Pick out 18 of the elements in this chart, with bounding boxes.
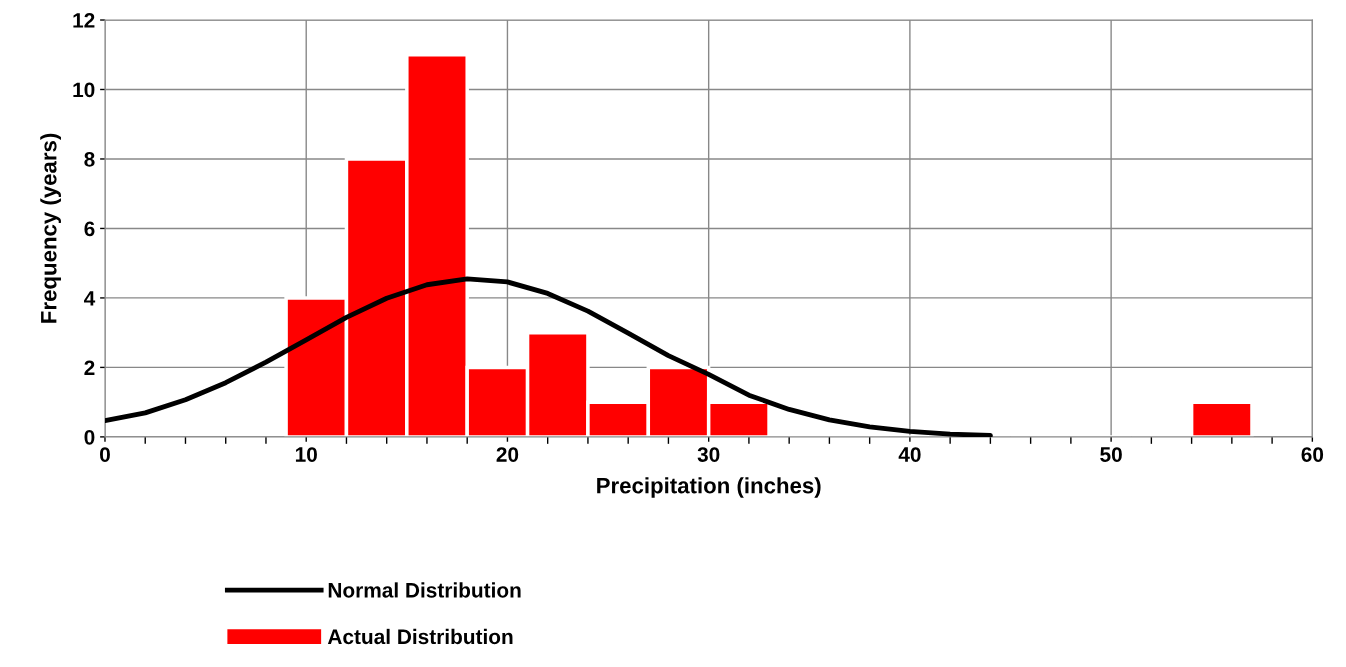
y-tick-label: 2 [84, 360, 95, 375]
x-tick-label: 0 [100, 447, 110, 462]
legend-label: Normal Distribution [328, 582, 521, 598]
x-tick-label: 50 [1100, 447, 1122, 462]
y-tick-label: 8 [84, 151, 95, 167]
x-tick-label: 40 [898, 447, 921, 462]
y-tick-label: 4 [84, 291, 96, 306]
y-tick-label: 10 [73, 82, 95, 98]
y-tick-label: 6 [84, 221, 95, 237]
x-tick-label: 60 [1301, 447, 1324, 462]
y-axis-title: Frequency (years) [40, 133, 61, 323]
x-tick-label: 30 [697, 447, 720, 462]
x-axis-title: Precipitation (inches) [597, 477, 821, 498]
x-tick-label: 10 [295, 447, 317, 462]
y-tick-label: 0 [84, 429, 95, 445]
x-tick-label: 20 [496, 447, 519, 462]
legend-label: Actual Distribution [327, 628, 513, 645]
y-tick-label: 12 [73, 13, 95, 28]
